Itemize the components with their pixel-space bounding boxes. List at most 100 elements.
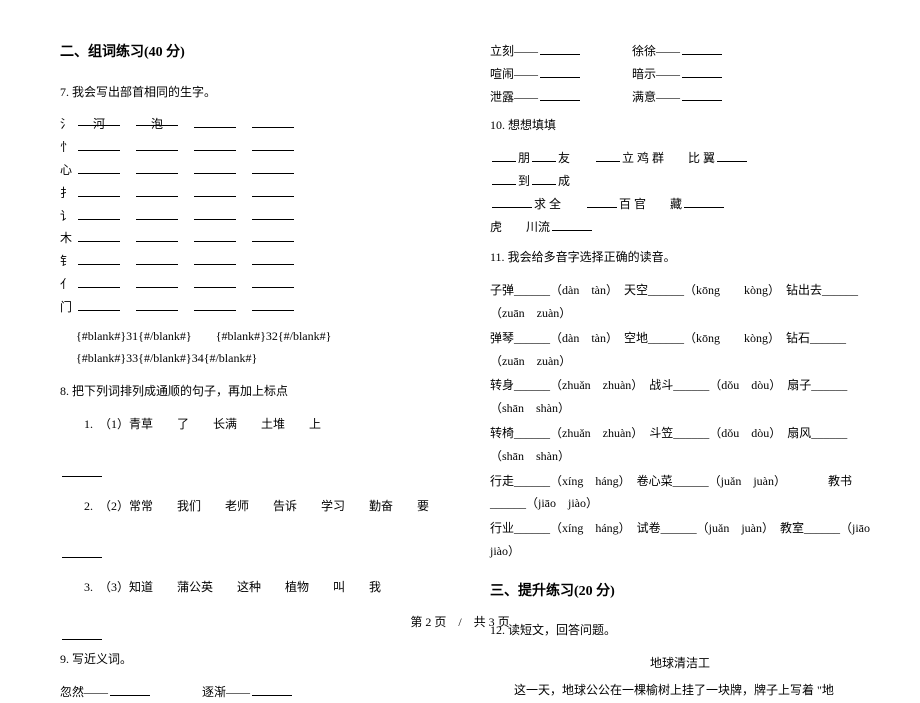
fill-blank: [532, 172, 556, 185]
synonym-blank: [682, 88, 722, 101]
radical-row: 氵河 泡: [60, 113, 440, 136]
radical-row: 亻: [60, 273, 440, 296]
radical-blank: [194, 184, 236, 197]
answer-blank-line: [60, 543, 440, 566]
radical-blank: [78, 275, 120, 288]
q10-number: 10.: [490, 118, 505, 132]
radical-blank: [252, 138, 294, 151]
q10-lines: 朋友 立 鸡 群 比 翼到成求 全 百 官 藏虎 川流: [490, 147, 870, 238]
q9-number: 9.: [60, 652, 69, 666]
answer-blank: [62, 545, 102, 558]
fill-blank: [717, 149, 747, 162]
radical-blank: [194, 229, 236, 242]
radical-row: 钅: [60, 250, 440, 273]
page-footer: 第 2 页 / 共 3 页: [0, 613, 920, 630]
radical-row: 扌: [60, 182, 440, 205]
radical-blank: [252, 252, 294, 265]
radical-blank: [194, 138, 236, 151]
radical-row: 讠: [60, 205, 440, 228]
radical-blank: 泡: [136, 113, 178, 126]
radical-blank: [78, 184, 120, 197]
synonym-word: 满意——: [632, 90, 680, 104]
synonym-pair: 暗示——: [632, 63, 724, 86]
radical-blank: [78, 161, 120, 174]
page-container: 二、组词练习(40 分) 7. 我会写出部首相同的生字。 氵河泡忄心扌讠木钅亻门…: [0, 0, 920, 703]
fill-blank: [684, 195, 724, 208]
fill-blank: [532, 149, 556, 162]
synonym-row: 立刻—— 徐徐——: [490, 40, 870, 63]
fill-blank: [596, 149, 620, 162]
q10-line: 虎 川流: [490, 216, 870, 239]
q7-number: 7.: [60, 85, 69, 99]
answer-blank-line: [60, 462, 440, 485]
question-9: 9. 写近义词。: [60, 648, 440, 671]
q9-text: 写近义词。: [72, 652, 132, 666]
radical-blank: [252, 115, 294, 128]
q10-text: 求 全: [534, 197, 585, 211]
synonym-word: 喧闹——: [490, 67, 538, 81]
q10-text: 想想填填: [508, 118, 556, 132]
q10-text: 立 鸡 群 比 翼: [622, 151, 715, 165]
radical-row: 心: [60, 159, 440, 182]
synonym-blank: [540, 88, 580, 101]
q8-text: 把下列词排列成通顺的句子，再加上标点: [72, 384, 288, 398]
synonym-pair: 忽然——: [60, 681, 152, 703]
q10-text: 虎 川流: [490, 220, 550, 234]
radical-blank: [252, 161, 294, 174]
q11-text: 我会给多音字选择正确的读音。: [508, 250, 676, 264]
section-2-title: 二、组词练习(40 分): [60, 40, 440, 67]
synonym-pair: 立刻——: [490, 40, 582, 63]
polyphonic-row: 转身______（zhuǎn zhuàn） 战斗______（dǒu dòu） …: [490, 374, 870, 420]
blank-tokens-line: {#blank#}31{#/blank#} {#blank#}32{#/blan…: [76, 325, 440, 371]
synonym-word: 逐渐——: [202, 685, 250, 699]
radical-label: 门: [60, 296, 78, 319]
q7-text: 我会写出部首相同的生字。: [72, 85, 216, 99]
polyphonic-row: 行业______（xíng háng） 试卷______（juǎn juàn） …: [490, 517, 870, 563]
synonym-row: 泄露—— 满意——: [490, 86, 870, 109]
synonym-pair: 喧闹——: [490, 63, 582, 86]
fill-blank: [552, 218, 592, 231]
question-8: 8. 把下列词排列成通顺的句子，再加上标点: [60, 380, 440, 403]
radical-table: 氵河泡忄心扌讠木钅亻门: [60, 113, 440, 318]
radical-label: 心: [60, 159, 78, 182]
q8-sub-item: 2. （2）常常 我们 老师 告诉 学习 勤奋 要: [84, 495, 440, 518]
q11-rows: 子弹______（dàn tàn） 天空______（kōng kòng） 钻出…: [490, 279, 870, 563]
q8-sub-item: 1. （1）青草 了 长满 土堆 上: [84, 413, 440, 436]
radical-row: 忄: [60, 136, 440, 159]
q10-text: 成: [558, 174, 570, 188]
radical-label: 忄: [60, 136, 78, 159]
radical-blank: [136, 161, 178, 174]
q9-pairs: 忽然—— 逐渐——: [60, 681, 440, 703]
radical-blank: [78, 252, 120, 265]
radical-blank: [136, 229, 178, 242]
radical-label: 氵: [60, 113, 78, 136]
q8-sub-item: 3. （3）知道 蒲公英 这种 植物 叫 我: [84, 576, 440, 599]
section-3-title: 三、提升练习(20 分): [490, 579, 870, 606]
radical-blank: [136, 252, 178, 265]
q10-text: 朋: [518, 151, 530, 165]
radical-label: 讠: [60, 205, 78, 228]
synonym-word: 忽然——: [60, 685, 108, 699]
polyphonic-row: 转椅______（zhuǎn zhuàn） 斗笠______（dǒu dòu） …: [490, 422, 870, 468]
synonym-pair: 泄露——: [490, 86, 582, 109]
radical-blank: [136, 138, 178, 151]
fill-blank: [492, 195, 532, 208]
synonym-word: 暗示——: [632, 67, 680, 81]
radical-row: 门: [60, 296, 440, 319]
radical-blank: [194, 207, 236, 220]
fill-blank: [587, 195, 617, 208]
radical-blank: [252, 275, 294, 288]
synonym-word: 泄露——: [490, 90, 538, 104]
synonym-blank: [540, 65, 580, 78]
radical-label: 亻: [60, 273, 78, 296]
q11-number: 11.: [490, 250, 505, 264]
radical-blank: [136, 184, 178, 197]
radical-label: 钅: [60, 250, 78, 273]
radical-blank: [78, 138, 120, 151]
radical-blank: [136, 207, 178, 220]
q10-text: 到: [518, 174, 530, 188]
radical-blank: 河: [78, 113, 120, 126]
synonym-word: 徐徐——: [632, 44, 680, 58]
story-title: 地球清洁工: [490, 652, 870, 675]
radical-blank: [252, 207, 294, 220]
